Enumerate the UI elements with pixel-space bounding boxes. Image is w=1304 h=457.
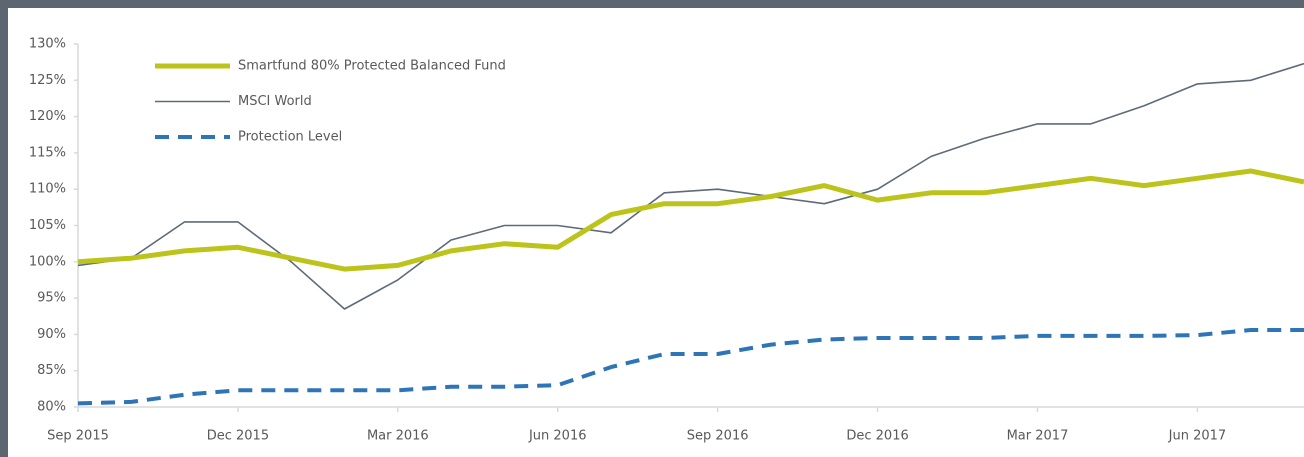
y-tick-label: 80% bbox=[37, 400, 66, 415]
y-tick-label: 115% bbox=[29, 145, 66, 160]
y-tick-label: 105% bbox=[29, 218, 66, 233]
x-tick-label: Mar 2016 bbox=[367, 429, 429, 444]
y-tick-label: 85% bbox=[37, 363, 66, 378]
y-tick-label: 90% bbox=[37, 327, 66, 342]
x-tick-label: Sep 2016 bbox=[687, 429, 749, 444]
legend-label: MSCI World bbox=[238, 94, 312, 109]
series-line bbox=[77, 168, 1304, 272]
x-tick-label: Jun 2016 bbox=[528, 429, 587, 444]
y-tick-label: 95% bbox=[37, 291, 66, 306]
y-tick-label: 125% bbox=[29, 73, 66, 88]
x-tick-label: Mar 2017 bbox=[1007, 429, 1069, 444]
y-tick-label: 130% bbox=[29, 37, 66, 52]
legend-label: Protection Level bbox=[238, 130, 342, 145]
legend-label: Smartfund 80% Protected Balanced Fund bbox=[238, 59, 506, 74]
x-tick-label: Jun 2017 bbox=[1168, 429, 1227, 444]
chart-background bbox=[8, 8, 1304, 457]
x-tick-label: Sep 2015 bbox=[47, 429, 109, 444]
y-tick-label: 100% bbox=[29, 254, 66, 269]
x-tick-label: Dec 2016 bbox=[846, 429, 908, 444]
y-tick-label: 120% bbox=[29, 109, 66, 124]
y-tick-label: 110% bbox=[29, 182, 66, 197]
x-tick-label: Dec 2015 bbox=[207, 429, 269, 444]
